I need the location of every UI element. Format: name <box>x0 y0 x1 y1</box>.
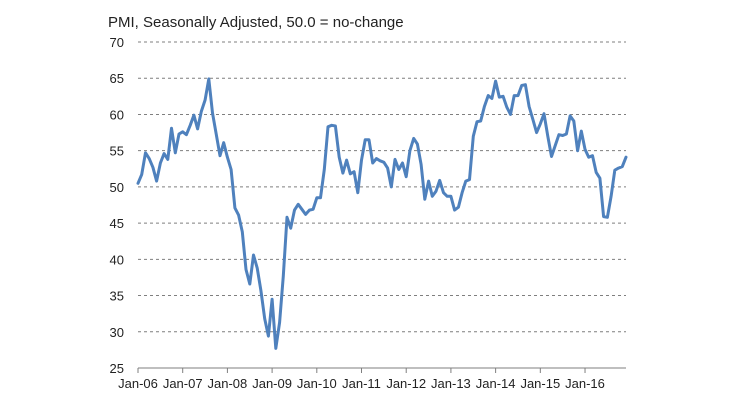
y-tick-label-60: 60 <box>110 107 124 122</box>
x-tick-label-Jan-13: Jan-13 <box>431 376 471 391</box>
x-axis <box>137 367 626 373</box>
x-tick-label-Jan-10: Jan-10 <box>297 376 337 391</box>
y-tick-label-35: 35 <box>110 289 124 304</box>
x-tick-label-Jan-09: Jan-09 <box>252 376 292 391</box>
x-tick-label-Jan-15: Jan-15 <box>520 376 560 391</box>
gridlines <box>138 41 626 333</box>
series-group <box>136 77 628 350</box>
y-tick-label-40: 40 <box>110 252 124 267</box>
y-tick-label-30: 30 <box>110 325 124 340</box>
x-tick-label-Jan-08: Jan-08 <box>208 376 248 391</box>
y-tick-label-50: 50 <box>110 180 124 195</box>
chart-title: PMI, Seasonally Adjusted, 50.0 = no-chan… <box>108 14 404 31</box>
x-tick-label-Jan-07: Jan-07 <box>163 376 203 391</box>
y-tick-labels: 25 30 35 40 45 50 55 60 65 70 <box>110 35 124 376</box>
y-tick-label-45: 45 <box>110 216 124 231</box>
y-tick-label-25: 25 <box>110 361 124 376</box>
x-tick-label-Jan-11: Jan-11 <box>342 376 381 391</box>
series-line-pmi <box>136 77 628 350</box>
x-tick-label-Jan-12: Jan-12 <box>386 376 426 391</box>
y-tick-label-65: 65 <box>110 71 124 86</box>
x-tick-label-Jan-06: Jan-06 <box>118 376 158 391</box>
x-tick-label-Jan-14: Jan-14 <box>476 376 516 391</box>
x-tick-label-Jan-16: Jan-16 <box>565 376 605 391</box>
y-tick-label-55: 55 <box>110 144 124 159</box>
x-tick-labels: Jan-06 Jan-07 Jan-08 Jan-09 Jan-10 Jan-11 Jan-… <box>118 376 605 391</box>
y-tick-label-70: 70 <box>110 35 124 50</box>
